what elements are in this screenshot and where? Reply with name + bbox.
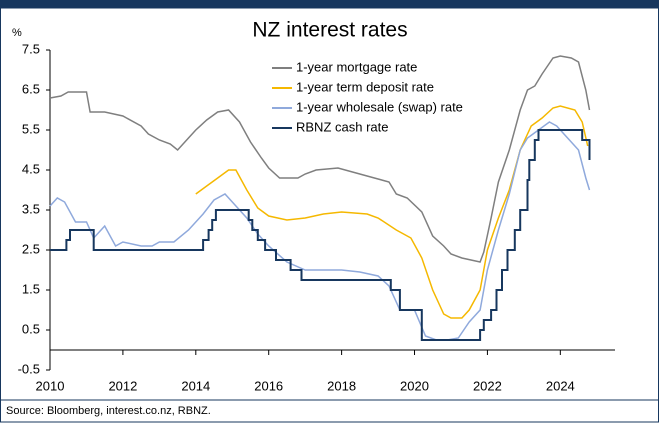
y-tick-label: 3.5 xyxy=(22,201,40,216)
chart-title: NZ interest rates xyxy=(252,19,407,42)
x-tick-label: 2020 xyxy=(400,378,429,393)
y-tick-label: 6.5 xyxy=(22,81,40,96)
y-tick-label: 5.5 xyxy=(22,121,40,136)
top-band xyxy=(0,0,659,8)
y-tick-label: 0.5 xyxy=(22,321,40,336)
series-line xyxy=(195,105,589,319)
x-tick-label: 2014 xyxy=(181,378,210,393)
source: Source: Bloomberg, interest.co.nz, RBNZ. xyxy=(6,405,211,417)
series-line xyxy=(49,55,591,263)
x-tick-label: 2010 xyxy=(36,378,65,393)
x-tick-label: 2024 xyxy=(546,378,575,393)
x-tick-label: 2022 xyxy=(473,378,502,393)
y-tick-label: 1.5 xyxy=(22,281,40,296)
legend-label: RBNZ cash rate xyxy=(296,119,388,134)
series-line xyxy=(49,121,591,341)
x-tick-label: 2016 xyxy=(254,378,283,393)
y-tick-label: 7.5 xyxy=(22,41,40,56)
y-axis-label: % xyxy=(12,27,22,39)
y-tick-label: 2.5 xyxy=(22,241,40,256)
y-tick-label: 4.5 xyxy=(22,161,40,176)
legend-label: 1-year wholesale (swap) rate xyxy=(296,99,463,114)
legend-label: 1-year mortgage rate xyxy=(296,59,417,74)
series-line xyxy=(50,129,591,341)
legend-label: 1-year term deposit rate xyxy=(296,79,434,94)
x-tick-label: 2012 xyxy=(108,378,137,393)
y-tick-label: -0.5 xyxy=(18,361,40,376)
x-tick-label: 2018 xyxy=(327,378,356,393)
